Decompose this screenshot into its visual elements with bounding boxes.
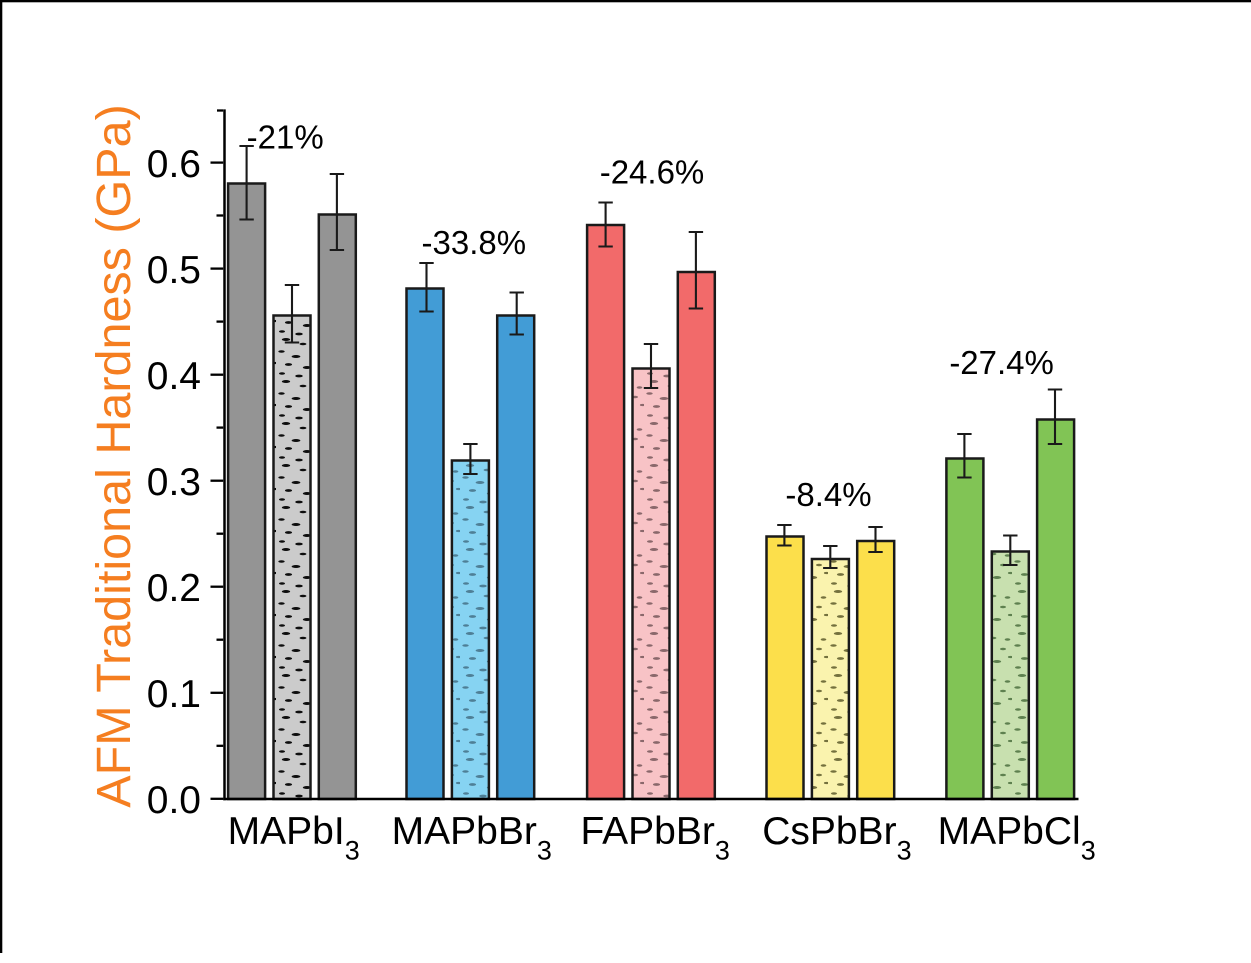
svg-text:0.5: 0.5 [147, 249, 201, 292]
svg-text:-27.4%: -27.4% [949, 344, 1054, 381]
svg-text:-24.6%: -24.6% [600, 154, 705, 191]
svg-text:AFM Traditional Hardness (GPa): AFM Traditional Hardness (GPa) [87, 104, 141, 808]
svg-text:0.0: 0.0 [147, 779, 201, 822]
svg-text:-8.4%: -8.4% [785, 476, 871, 513]
svg-text:0.4: 0.4 [147, 355, 201, 398]
svg-text:-33.8%: -33.8% [422, 224, 527, 261]
svg-text:0.1: 0.1 [147, 673, 201, 716]
svg-text:0.3: 0.3 [147, 461, 201, 504]
svg-text:-21%: -21% [247, 119, 324, 156]
svg-text:0.6: 0.6 [147, 143, 201, 186]
svg-text:0.2: 0.2 [147, 567, 201, 610]
